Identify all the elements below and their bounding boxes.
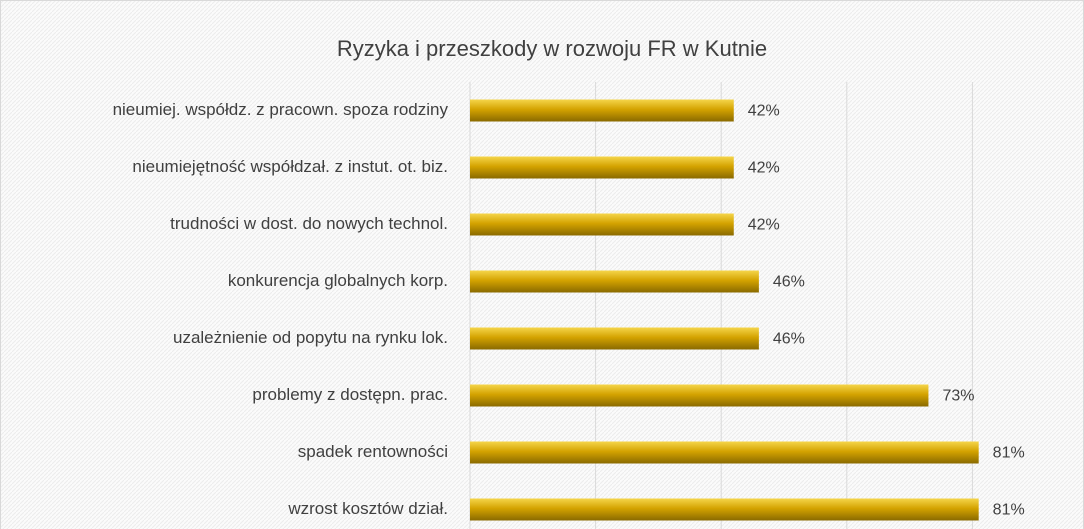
bar <box>470 498 979 521</box>
y-tick-label: nieumiejętność współdzał. z instut. ot. … <box>132 157 448 176</box>
bar <box>470 156 734 179</box>
bar <box>470 99 734 122</box>
bar <box>470 441 979 464</box>
bar <box>470 327 759 350</box>
y-tick-label: trudności w dost. do nowych technol. <box>170 214 448 233</box>
data-label: 46% <box>773 331 805 348</box>
data-label: 42% <box>748 103 780 120</box>
chart-title: Ryzyka i przeszkody w rozwoju FR w Kutni… <box>337 36 767 61</box>
bar <box>470 384 929 407</box>
y-tick-label: konkurencja globalnych korp. <box>228 271 448 290</box>
data-label: 81% <box>993 502 1025 519</box>
data-label: 42% <box>748 160 780 177</box>
data-label: 81% <box>993 445 1025 462</box>
data-label: 73% <box>942 388 974 405</box>
bar <box>470 213 734 236</box>
data-label: 46% <box>773 274 805 291</box>
y-tick-label: spadek rentowności <box>298 442 448 461</box>
y-tick-label: nieumiej. współdz. z pracown. spoza rodz… <box>113 100 449 119</box>
bar <box>470 270 759 293</box>
y-tick-label: problemy z dostępn. prac. <box>252 385 448 404</box>
data-label: 42% <box>748 217 780 234</box>
y-tick-label: wzrost kosztów dział. <box>287 499 448 518</box>
y-tick-label: uzależnienie od popytu na rynku lok. <box>173 328 448 347</box>
